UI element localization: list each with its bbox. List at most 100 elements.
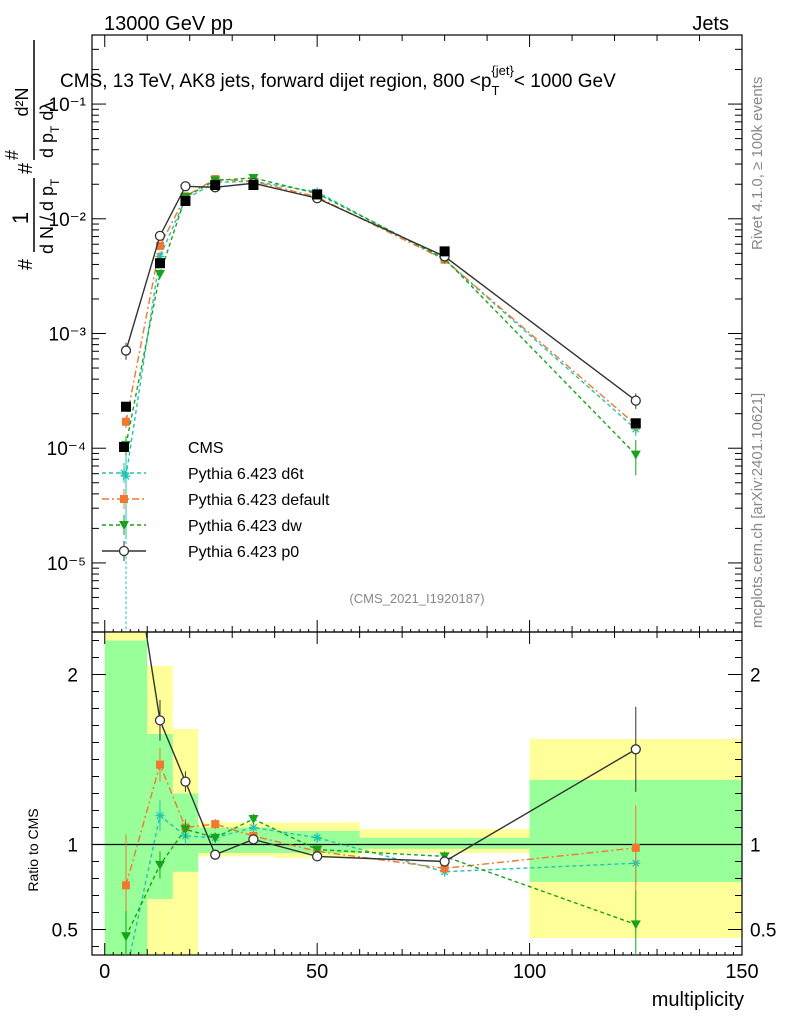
y-axis-label-den2: d pT dλ xyxy=(37,102,62,158)
legend-marker xyxy=(119,521,129,530)
legend-marker xyxy=(120,495,128,503)
data-point xyxy=(155,241,164,250)
x-tick-label: 0 xyxy=(99,961,110,983)
series-line xyxy=(125,178,637,426)
data-point xyxy=(155,251,165,261)
main-panel: 10⁻⁵ 10⁻⁴ 10⁻³ 10⁻² 10⁻¹ xyxy=(47,34,743,633)
y-axis-label-main: # 1 d N / d pT # # d²N d pT dλ xyxy=(2,40,62,270)
ratio-line xyxy=(125,818,637,937)
uncertainty-bands xyxy=(104,632,742,955)
x-tick-label: 100 xyxy=(513,961,546,983)
ratio-point xyxy=(120,932,131,942)
ratio-tick-label: 0.5 xyxy=(52,921,78,942)
ratio-point xyxy=(630,920,641,930)
ratio-point xyxy=(211,820,220,829)
ratio-point xyxy=(312,845,323,855)
ratio-line xyxy=(145,632,637,863)
cms-point xyxy=(630,418,641,429)
cms-point xyxy=(120,401,131,412)
analysis-watermark: (CMS_2021_I1920187) xyxy=(349,591,484,606)
legend: CMS Pythia 6.423 d6t Pythia 6.423 default P… xyxy=(102,440,330,561)
ratio-point xyxy=(439,856,450,867)
main-series xyxy=(120,173,641,632)
ratio-point xyxy=(440,864,449,873)
plot-title: CMS, 13 TeV, AK8 jets, forward dijet reg… xyxy=(60,63,616,98)
ratio-point xyxy=(210,833,221,843)
ratio-point xyxy=(248,834,259,845)
x-tick-label: 50 xyxy=(306,961,328,983)
band-inner-5 xyxy=(359,837,530,849)
ratio-point xyxy=(154,860,165,870)
y-ticks-ratio: 0.5 0.5 1 1 2 2 xyxy=(52,640,776,947)
series-line xyxy=(125,177,637,456)
svg-text:#: # xyxy=(2,150,22,160)
cms-point xyxy=(248,180,259,191)
legend-label: Pythia 6.423 dw xyxy=(188,518,302,535)
data-point xyxy=(180,181,191,192)
series-cms xyxy=(120,180,641,429)
legend-label: Pythia 6.423 default xyxy=(188,492,330,509)
ratio-line xyxy=(125,762,636,886)
ratio-point xyxy=(121,881,130,890)
legend-label: CMS xyxy=(188,440,224,457)
ratio-pythia-6-423-p0 xyxy=(145,632,641,867)
legend-label: Pythia 6.423 p0 xyxy=(188,544,299,561)
main-frame xyxy=(91,34,743,633)
ratio-point xyxy=(631,843,640,852)
cms-point xyxy=(439,246,450,257)
ratio-point xyxy=(210,849,221,860)
ratio-point xyxy=(180,776,191,787)
y-ticks-main: 10⁻⁵ 10⁻⁴ 10⁻³ 10⁻² 10⁻¹ xyxy=(47,34,742,624)
ratio-tick-label-right: 1 xyxy=(750,836,761,857)
legend-item: CMS xyxy=(119,440,224,457)
data-point xyxy=(121,471,131,481)
svg-text:1: 1 xyxy=(8,212,33,224)
ratio-tick-label-right: 0.5 xyxy=(750,921,776,942)
data-point xyxy=(120,345,132,356)
header-right: Jets xyxy=(692,13,729,35)
series-pythia-6-423-p0 xyxy=(120,178,641,409)
ratio-tick-label: 2 xyxy=(67,666,78,687)
cms-point xyxy=(154,258,165,269)
x-tick-label: 150 xyxy=(725,961,758,983)
y-tick-label: 10⁻⁴ xyxy=(47,439,86,460)
y-tick-label: 10⁻⁵ xyxy=(47,554,86,575)
ratio-series xyxy=(120,632,641,955)
ratio-point xyxy=(155,760,164,769)
svg-text:d²N: d²N xyxy=(12,87,32,116)
legend-label: Pythia 6.423 d6t xyxy=(188,466,304,483)
series-pythia-6-423-dw xyxy=(120,173,641,476)
ratio-point xyxy=(180,825,191,835)
y-tick-label: 10⁻³ xyxy=(49,325,87,346)
cms-point xyxy=(210,180,221,191)
ratio-point xyxy=(312,851,323,862)
ratio-point xyxy=(248,823,258,832)
ratio-panel: 0.5 0.5 1 1 2 2 xyxy=(52,631,776,956)
mcplots-label: mcplots.cern.ch [arXiv:2401.10621] xyxy=(749,393,766,628)
x-ticks: 0 50 100 150 xyxy=(99,35,759,983)
y-axis-label-ratio: Ratio to CMS xyxy=(25,808,41,891)
legend-item: Pythia 6.423 p0 xyxy=(102,541,299,561)
ratio-point xyxy=(155,811,165,821)
y-tick-label: 10⁻¹ xyxy=(49,95,87,116)
rivet-label: Rivet 4.1.0, ≥ 100k events xyxy=(749,77,766,250)
legend-item: Pythia 6.423 dw xyxy=(102,515,302,535)
svg-text:#: # xyxy=(15,258,37,270)
ratio-pythia-6-423-dw xyxy=(120,813,641,955)
ratio-point xyxy=(248,815,259,824)
legend-item: Pythia 6.423 default xyxy=(102,489,330,509)
ratio-point xyxy=(154,715,166,726)
y-axis-label-den: d N / d pT xyxy=(37,178,62,254)
x-axis-label: multiplicity xyxy=(652,989,744,1011)
cms-point xyxy=(312,189,323,200)
ratio-point xyxy=(630,744,641,755)
header-left: 13000 GeV pp xyxy=(104,13,233,35)
data-point xyxy=(154,230,166,241)
ratio-tick-label: 1 xyxy=(67,836,78,857)
data-point xyxy=(630,395,641,406)
svg-text:#: # xyxy=(15,162,37,174)
series-line xyxy=(125,182,637,402)
cms-point xyxy=(180,195,191,206)
legend-marker xyxy=(119,442,129,452)
